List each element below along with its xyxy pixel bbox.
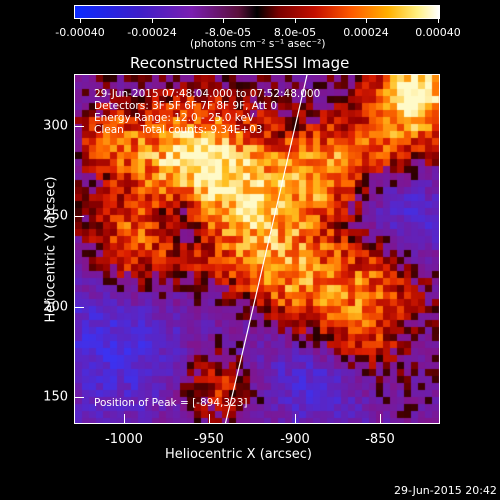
y-tick-label: 200 [43, 299, 68, 315]
info-clean-counts: Clean Total counts: 9.34E+03 [94, 124, 263, 136]
colorbar-tick [366, 19, 367, 23]
colorbar-label: -0.00024 [127, 26, 177, 39]
generation-timestamp: 29-Jun-2015 20:42 [394, 484, 497, 497]
colorbar-tick [438, 19, 439, 23]
info-time-range: 29-Jun-2015 07:48:04.000 to 07:52:48.000 [94, 88, 321, 100]
colorbar-label: -0.00040 [55, 26, 105, 39]
y-axis-title: Heliocentric Y (arcsec) [43, 176, 59, 323]
colorbar-tick [80, 19, 81, 23]
x-axis-tick [380, 414, 381, 424]
colorbar-tick [223, 19, 224, 23]
x-axis-tick [295, 414, 296, 424]
colorbar-units: (photons cm⁻² s⁻¹ asec⁻²) [190, 38, 326, 50]
x-axis-tick [124, 414, 125, 424]
info-energy-range: Energy Range: 12.0 - 25.0 keV [94, 112, 255, 124]
y-axis-tick [74, 126, 84, 127]
y-axis-tick [74, 307, 84, 308]
y-tick-label: 250 [43, 208, 68, 224]
image-title: Reconstructed RHESSI Image [130, 54, 350, 72]
colorbar-label: 0.00024 [343, 26, 389, 39]
x-axis-title: Heliocentric X (arcsec) [165, 447, 312, 462]
x-tick-label: -850 [365, 432, 395, 447]
colorbar-tick [295, 19, 296, 23]
info-detectors: Detectors: 3F 5F 6F 7F 8F 9F, Att 0 [94, 100, 278, 112]
x-axis-tick [209, 414, 210, 424]
colorbar-label: 8.0e-05 [273, 26, 317, 39]
solar-limb-line [224, 75, 308, 423]
colorbar [74, 5, 440, 19]
x-tick-label: -900 [280, 432, 310, 447]
x-tick-label: -1000 [105, 432, 143, 447]
y-tick-label: 150 [43, 389, 68, 405]
y-tick-label: 300 [43, 118, 68, 134]
y-axis-tick [74, 397, 84, 398]
limb-overlay [224, 75, 308, 423]
rhessi-image-plot [74, 74, 440, 424]
y-axis-tick [74, 216, 84, 217]
colorbar-tick [152, 19, 153, 23]
x-tick-label: -950 [194, 432, 224, 447]
intensity-map [75, 75, 439, 423]
info-peak-position: Position of Peak = [-894,323] [94, 397, 248, 409]
colorbar-label: -8.0e-05 [204, 26, 252, 39]
colorbar-label: 0.00040 [415, 26, 461, 39]
